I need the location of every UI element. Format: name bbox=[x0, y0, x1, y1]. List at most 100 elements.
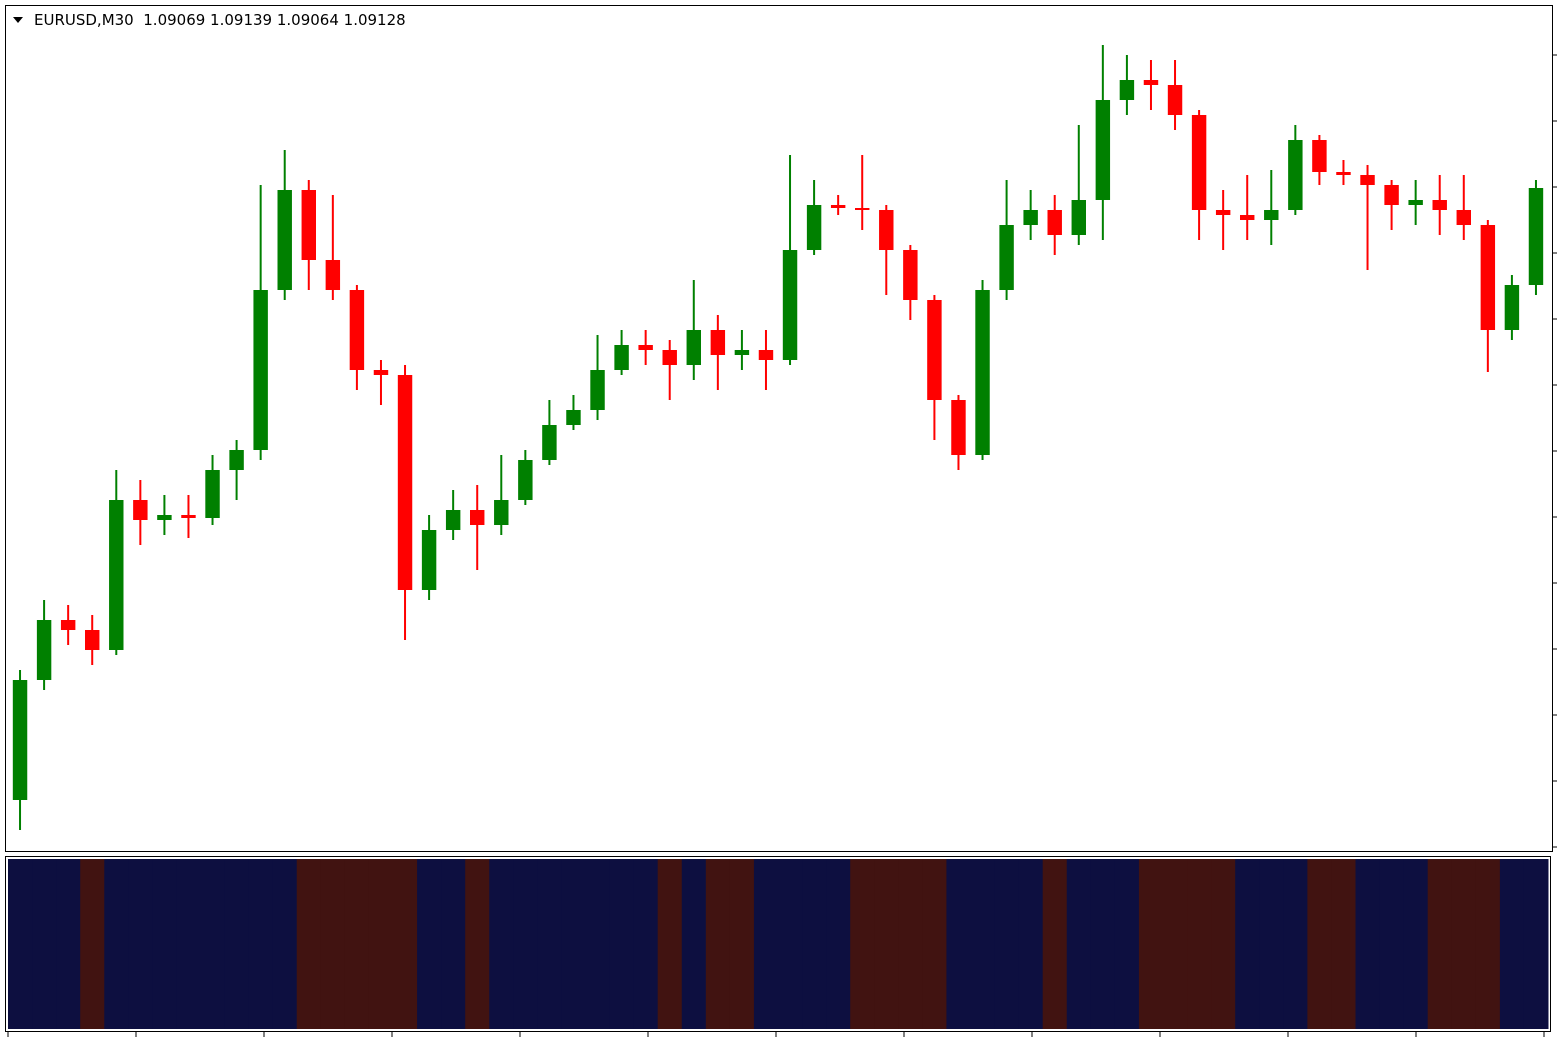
candle-body bbox=[1119, 80, 1135, 100]
indicator-band bbox=[200, 859, 226, 1029]
candle-body bbox=[1480, 225, 1496, 330]
indicator-band bbox=[1403, 859, 1429, 1029]
indicator-band bbox=[1018, 859, 1044, 1029]
indicator-band bbox=[1355, 859, 1381, 1029]
candle-body bbox=[1095, 100, 1111, 200]
candle-body bbox=[1336, 172, 1351, 175]
candle-body bbox=[253, 290, 268, 450]
candle-body bbox=[1023, 210, 1038, 225]
indicator-band bbox=[489, 859, 514, 1029]
candle-body bbox=[638, 345, 653, 350]
indicator-band bbox=[729, 859, 755, 1029]
candle-body bbox=[85, 630, 100, 650]
candle-body bbox=[36, 620, 52, 680]
indicator-band bbox=[898, 859, 923, 1029]
indicator-band bbox=[224, 859, 250, 1029]
candle-body bbox=[662, 350, 677, 365]
candle-body bbox=[1384, 185, 1399, 205]
indicator-band bbox=[465, 859, 490, 1029]
indicator-band bbox=[1163, 859, 1188, 1029]
candle-body bbox=[445, 510, 461, 530]
indicator-band bbox=[537, 859, 562, 1029]
indicator-band bbox=[561, 859, 586, 1029]
indicator-band bbox=[32, 859, 57, 1029]
candle-body bbox=[590, 370, 605, 410]
candle-body bbox=[349, 290, 365, 370]
candle-body bbox=[758, 350, 774, 360]
indicator-band bbox=[1499, 859, 1525, 1029]
indicator-band bbox=[248, 859, 274, 1029]
candle-body bbox=[1215, 210, 1231, 215]
candle-body bbox=[1360, 175, 1375, 185]
indicator-band bbox=[1331, 859, 1356, 1029]
candle-body bbox=[301, 190, 316, 260]
candle-body bbox=[1240, 215, 1255, 220]
candle-body bbox=[1504, 285, 1520, 330]
indicator-band bbox=[272, 859, 298, 1029]
indicator-band bbox=[1259, 859, 1284, 1029]
candle-body bbox=[1071, 200, 1086, 235]
dropdown-arrow[interactable] bbox=[13, 17, 23, 23]
candle-body bbox=[470, 510, 485, 525]
indicator-band bbox=[1187, 859, 1212, 1029]
candle-body bbox=[494, 500, 509, 525]
candle-body bbox=[421, 530, 437, 590]
indicator-band bbox=[802, 859, 827, 1029]
candle-body bbox=[1047, 210, 1062, 235]
indicator-band bbox=[513, 859, 538, 1029]
indicator-band bbox=[1066, 859, 1092, 1029]
candle-body bbox=[397, 375, 413, 590]
indicator-band bbox=[657, 859, 683, 1029]
candle-body bbox=[133, 500, 148, 520]
indicator-band bbox=[1451, 859, 1477, 1029]
candle-body bbox=[12, 680, 28, 800]
candle-body bbox=[951, 400, 966, 455]
indicator-band bbox=[128, 859, 153, 1029]
indicator-band bbox=[1211, 859, 1236, 1029]
candle-body bbox=[903, 250, 918, 300]
indicator-band bbox=[1114, 859, 1140, 1029]
main-pane bbox=[5, 5, 1553, 852]
indicator-band bbox=[296, 859, 322, 1029]
indicator-band bbox=[1427, 859, 1453, 1029]
candle-body bbox=[157, 515, 172, 520]
candle-body bbox=[1288, 140, 1303, 210]
indicator-band bbox=[633, 859, 659, 1029]
indicator-band bbox=[585, 859, 611, 1029]
indicator-band bbox=[922, 859, 947, 1029]
candle-body bbox=[60, 620, 76, 630]
indicator-band bbox=[705, 859, 731, 1029]
indicator-band bbox=[1283, 859, 1308, 1029]
indicator-band bbox=[441, 859, 466, 1029]
indicator-band bbox=[1042, 859, 1068, 1029]
indicator-band bbox=[104, 859, 129, 1029]
candle-body bbox=[542, 425, 557, 460]
indicator-band bbox=[850, 859, 875, 1029]
indicator-band bbox=[1379, 859, 1405, 1029]
indicator-band bbox=[1090, 859, 1116, 1029]
indicator-band bbox=[344, 859, 370, 1029]
candle-body bbox=[999, 225, 1014, 290]
indicator-band bbox=[393, 859, 418, 1029]
candle-body bbox=[1408, 200, 1423, 205]
candle-body bbox=[277, 190, 292, 290]
candle-body bbox=[373, 370, 389, 375]
indicator-band bbox=[681, 859, 707, 1029]
candle-body bbox=[686, 330, 701, 365]
candle-body bbox=[975, 290, 990, 455]
indicator-band bbox=[609, 859, 635, 1029]
candle-body bbox=[229, 450, 244, 470]
indicator-band bbox=[970, 859, 996, 1029]
indicator-band bbox=[368, 859, 394, 1029]
candle-body bbox=[1191, 115, 1207, 210]
indicator-band bbox=[320, 859, 346, 1029]
candle-body bbox=[518, 460, 533, 500]
indicator-band bbox=[946, 859, 971, 1029]
indicator-band bbox=[753, 859, 779, 1029]
candle-body bbox=[325, 260, 341, 290]
indicator-band bbox=[1235, 859, 1260, 1029]
candle-body bbox=[566, 410, 581, 425]
candle-body bbox=[614, 345, 629, 370]
indicator-band bbox=[80, 859, 105, 1029]
